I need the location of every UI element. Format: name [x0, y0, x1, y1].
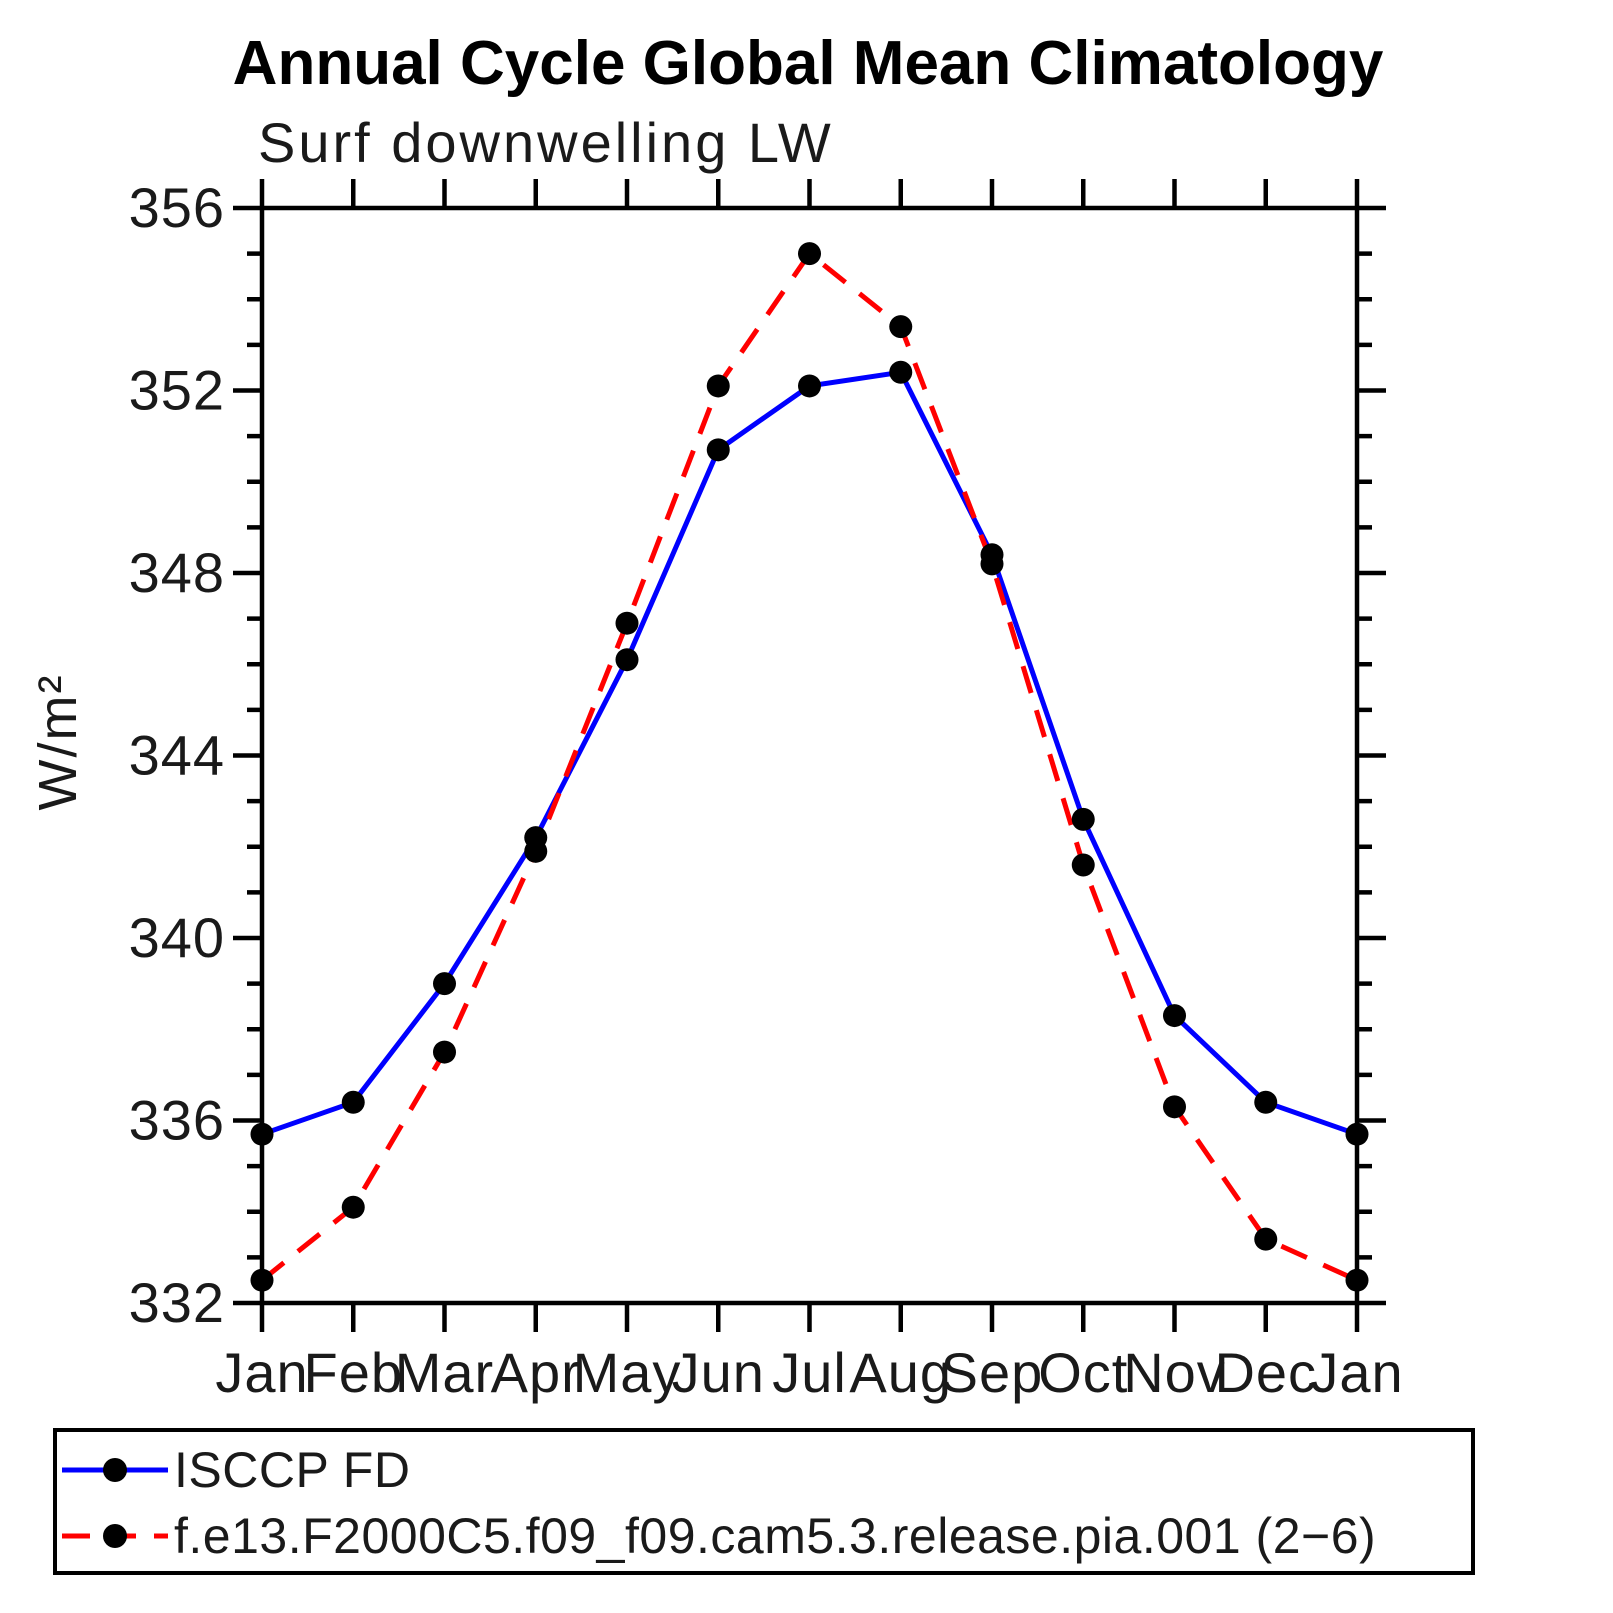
data-point-model — [1071, 853, 1095, 877]
data-point-model — [1345, 1268, 1369, 1292]
y-tick-label: 348 — [129, 541, 225, 604]
x-axis-ticks — [259, 179, 1360, 1332]
data-point-model — [889, 315, 913, 339]
chart-subtitle: Surf downwelling LW — [258, 111, 834, 174]
data-point-observation — [889, 360, 913, 384]
legend-item-observation: ISCCP FD — [62, 1442, 410, 1498]
data-point-observation — [706, 438, 730, 462]
y-tick-label: 340 — [129, 906, 225, 969]
y-axis-label: W/m² — [28, 674, 88, 811]
data-point-observation — [1254, 1090, 1278, 1114]
month-label: Oct — [1038, 1341, 1128, 1404]
data-point-model — [250, 1268, 274, 1292]
legend-marker-dot — [103, 1524, 127, 1548]
series-line-observation — [261, 369, 1358, 1137]
data-point-observation — [433, 972, 456, 996]
data-point-observation — [615, 648, 639, 672]
data-point-model — [615, 611, 639, 635]
month-label: Feb — [304, 1341, 404, 1404]
data-point-model — [433, 1040, 456, 1064]
data-point-model — [1163, 1095, 1186, 1119]
month-label: Jan — [215, 1341, 308, 1404]
y-axis-tick-labels: 332 336 340 344 348 352 356 — [129, 176, 225, 1334]
legend: ISCCP FD f.e13.F2000C5.f09_f09.cam5.3.re… — [53, 1428, 1475, 1575]
month-label: Dec — [1214, 1341, 1317, 1404]
data-point-markers — [250, 242, 1369, 1292]
data-point-model — [524, 839, 548, 863]
month-label: Nov — [1123, 1341, 1226, 1404]
plot-frame — [259, 205, 1360, 1306]
data-point-model — [706, 374, 730, 398]
y-tick-label: 344 — [129, 724, 225, 787]
data-point-model — [798, 242, 821, 266]
data-point-observation — [1345, 1122, 1369, 1146]
series-line-model — [260, 251, 1359, 1283]
legend-marker-dot — [103, 1458, 127, 1482]
data-point-model — [980, 552, 1004, 576]
y-tick-label: 352 — [129, 359, 225, 422]
data-series — [260, 251, 1359, 1283]
data-point-observation — [341, 1090, 365, 1114]
plot-border — [259, 205, 1360, 1306]
y-tick-label: 356 — [129, 176, 225, 239]
month-label: Sep — [941, 1341, 1044, 1404]
month-label: Mar — [395, 1341, 494, 1404]
data-point-observation — [250, 1122, 274, 1146]
chart-title: Annual Cycle Global Mean Climatology — [233, 29, 1384, 98]
legend-box — [53, 1428, 1475, 1575]
data-point-observation — [798, 374, 821, 398]
month-label: Apr — [491, 1341, 581, 1404]
month-label: Aug — [849, 1341, 952, 1404]
y-tick-label: 332 — [129, 1271, 225, 1334]
month-label: Jul — [772, 1341, 847, 1404]
legend-item-model: f.e13.F2000C5.f09_f09.cam5.3.release.pia… — [62, 1508, 1376, 1564]
data-point-observation — [1163, 1004, 1186, 1028]
y-tick-label: 336 — [129, 1089, 225, 1152]
month-label: Jan — [1310, 1341, 1403, 1404]
legend-label-model-run: f.e13.F2000C5.f09_f09.cam5.3.release.pia… — [174, 1508, 1376, 1564]
month-label: Jun — [672, 1341, 765, 1404]
month-label: May — [573, 1341, 682, 1404]
legend-label-isccp-fd: ISCCP FD — [174, 1442, 410, 1498]
data-point-observation — [1071, 807, 1095, 831]
data-point-model — [341, 1195, 365, 1219]
y-axis-ticks — [233, 205, 1386, 1306]
data-point-model — [1254, 1227, 1278, 1251]
